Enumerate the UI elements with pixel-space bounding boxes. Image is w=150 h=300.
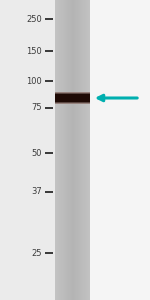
Text: 37: 37 — [31, 188, 42, 196]
Text: 100: 100 — [26, 76, 42, 85]
Text: 250: 250 — [26, 14, 42, 23]
Text: 50: 50 — [32, 148, 42, 158]
Text: 25: 25 — [32, 248, 42, 257]
Text: 150: 150 — [26, 46, 42, 56]
Text: 75: 75 — [31, 103, 42, 112]
